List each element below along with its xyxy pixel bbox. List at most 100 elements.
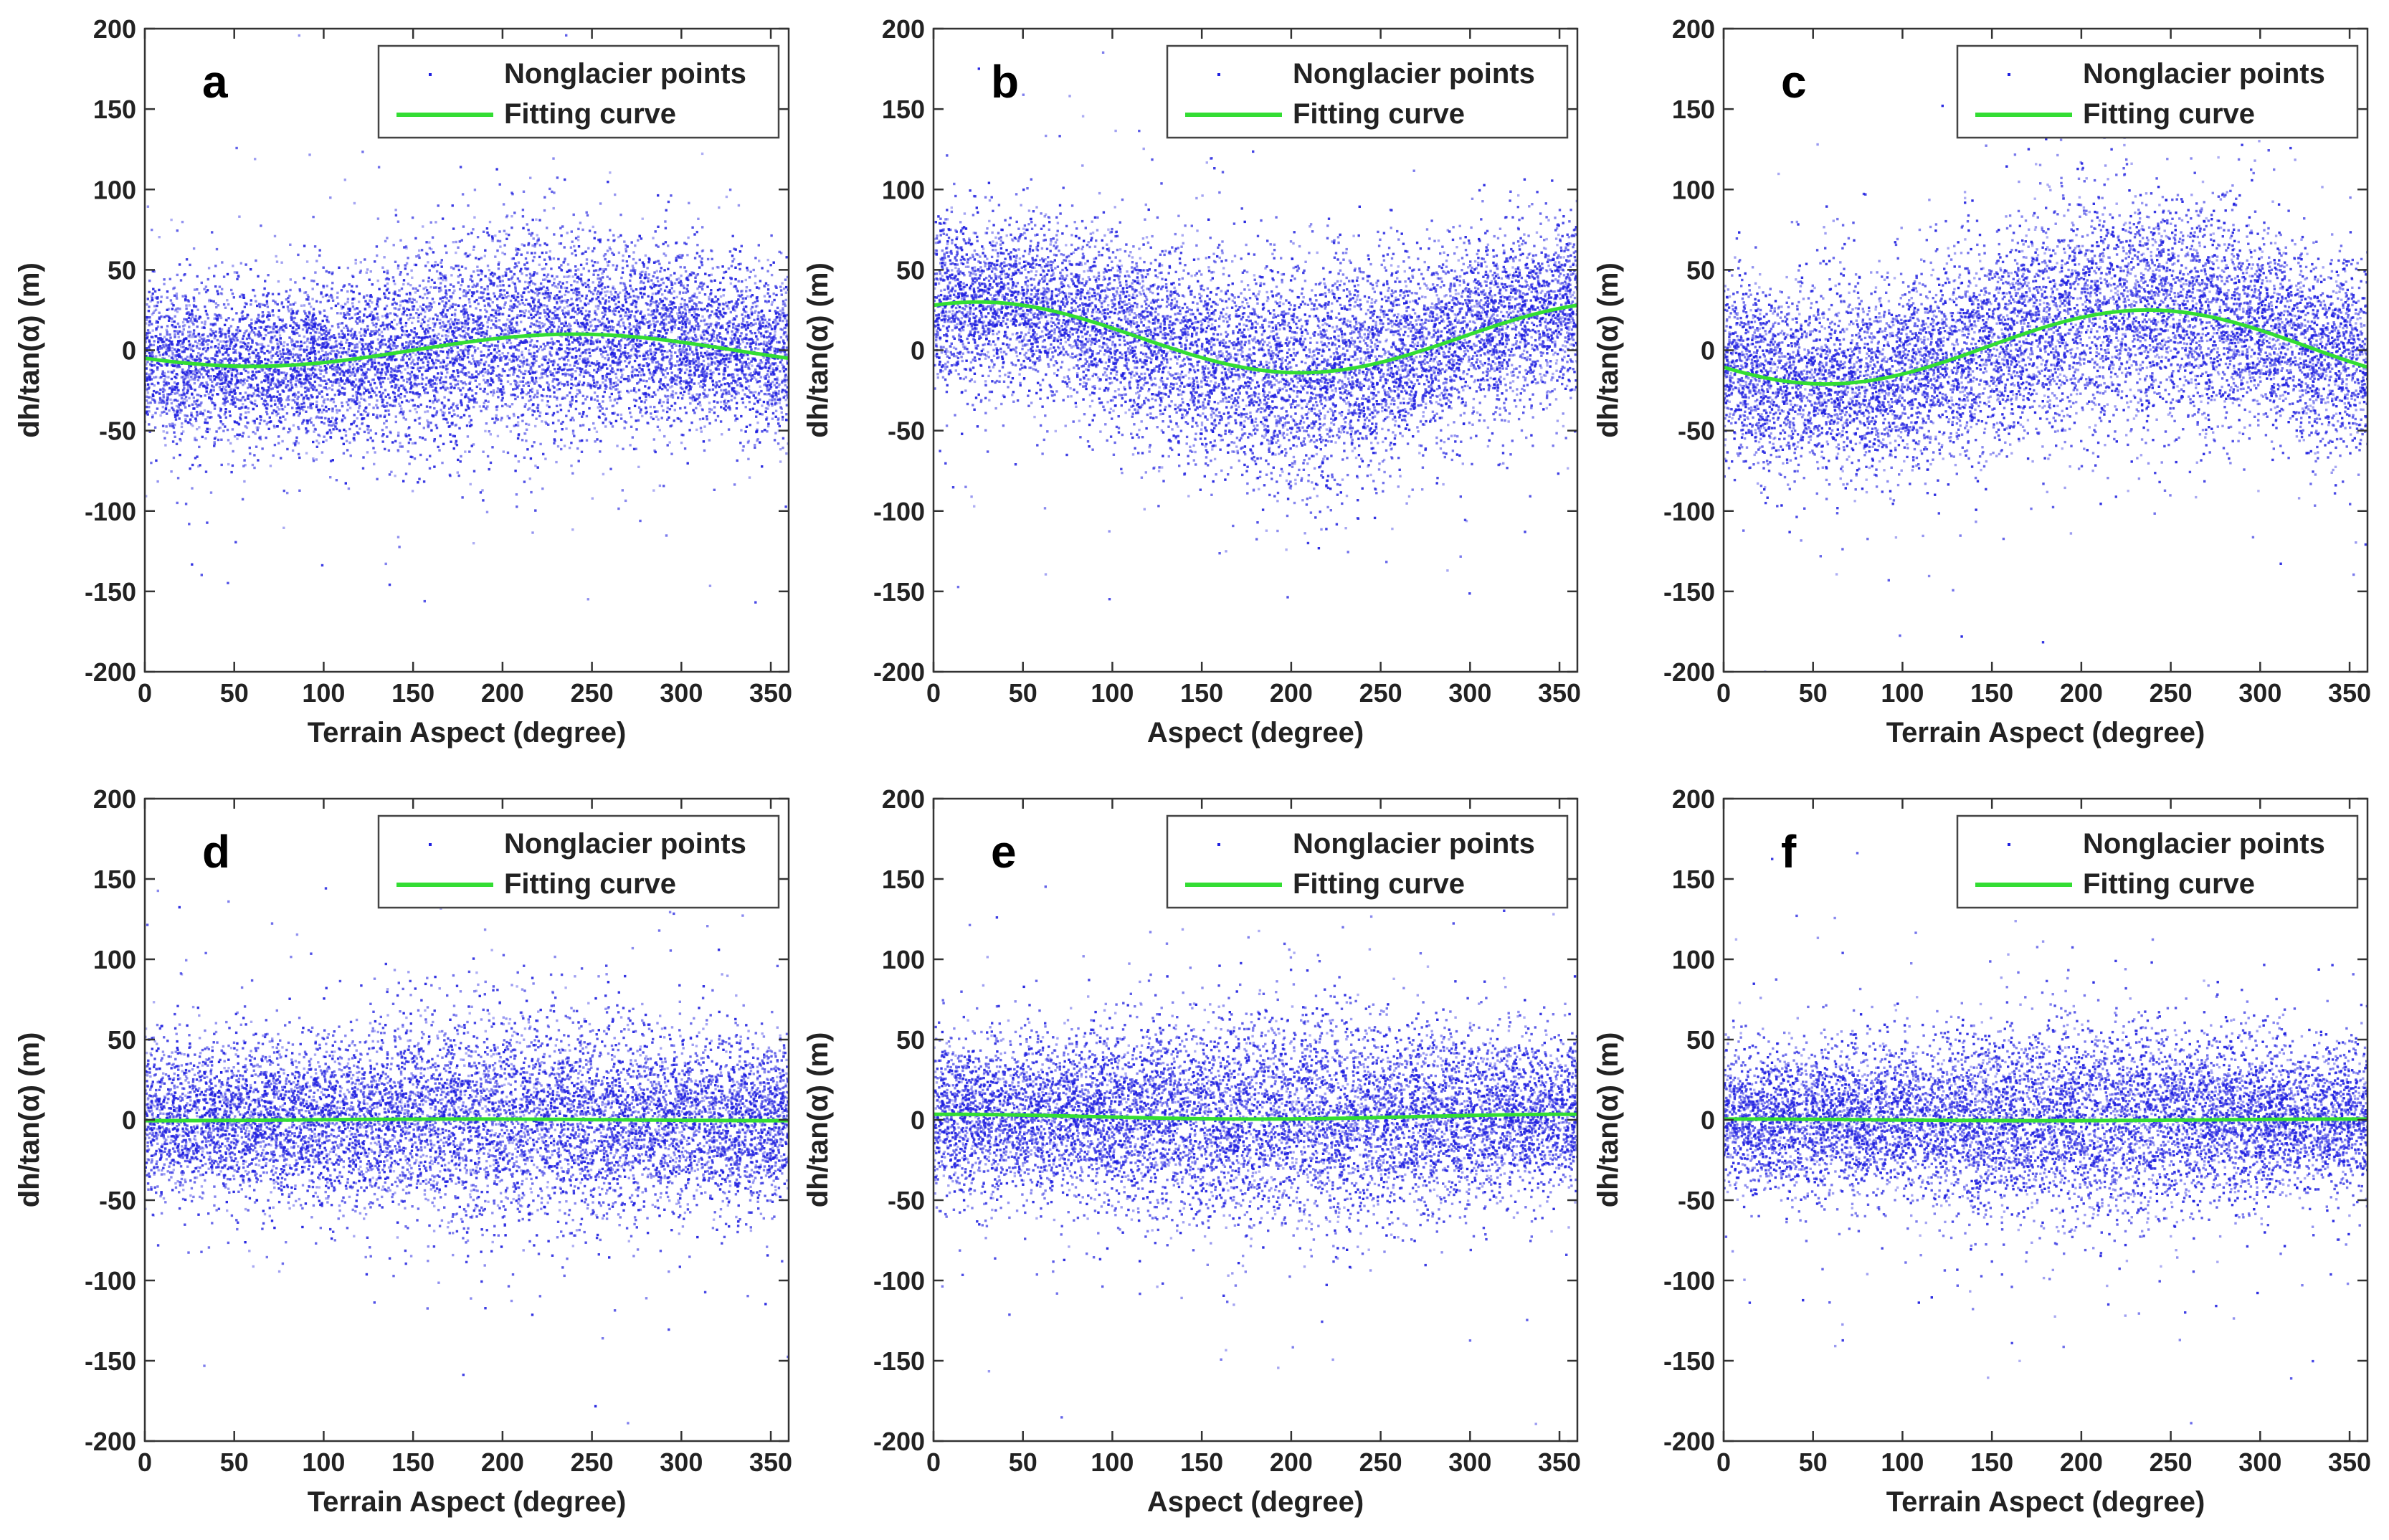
data-point: [344, 434, 348, 437]
data-point: [402, 307, 405, 310]
data-point: [776, 348, 779, 351]
data-point: [437, 354, 440, 357]
data-point: [339, 355, 343, 358]
data-point: [324, 335, 327, 338]
data-point: [510, 277, 513, 280]
data-point: [384, 323, 387, 327]
data-point: [294, 383, 298, 386]
data-point: [151, 336, 154, 339]
data-point: [251, 463, 255, 467]
data-point: [546, 292, 550, 295]
data-point: [148, 279, 151, 282]
data-point: [153, 270, 156, 273]
data-point: [232, 265, 234, 267]
data-point: [509, 430, 512, 433]
data-point: [643, 401, 646, 404]
data-point: [628, 360, 632, 363]
data-point: [650, 287, 653, 290]
data-point: [592, 376, 595, 379]
data-point: [519, 339, 522, 343]
data-point: [153, 309, 156, 313]
data-point: [527, 229, 530, 232]
data-point: [320, 291, 323, 294]
data-point: [358, 292, 361, 295]
data-point: [443, 304, 446, 307]
data-point: [470, 295, 474, 298]
data-point: [419, 366, 422, 369]
data-point: [407, 341, 411, 344]
data-point: [542, 285, 545, 288]
data-point: [578, 412, 581, 415]
data-point: [306, 389, 309, 392]
data-point: [264, 404, 267, 407]
data-point: [477, 273, 480, 277]
data-point: [784, 384, 787, 386]
data-point: [250, 377, 252, 380]
data-point: [285, 386, 288, 389]
data-point: [252, 430, 255, 434]
data-point: [763, 341, 766, 343]
data-point: [269, 340, 272, 343]
data-point: [280, 371, 283, 374]
data-point: [631, 265, 635, 267]
data-point: [247, 386, 250, 389]
data-point: [195, 375, 199, 378]
data-point: [613, 239, 616, 242]
data-point: [223, 404, 227, 407]
data-point: [701, 386, 704, 389]
data-point: [433, 264, 437, 267]
data-point: [246, 379, 249, 382]
data-point: [602, 363, 605, 366]
data-point: [619, 291, 622, 294]
data-point: [449, 338, 452, 341]
data-point: [569, 304, 571, 307]
data-point: [638, 343, 641, 346]
data-point: [432, 265, 435, 269]
data-point: [721, 433, 723, 436]
data-point: [177, 389, 180, 392]
data-point: [442, 320, 445, 324]
data-point: [179, 439, 182, 442]
data-point: [262, 402, 265, 406]
data-point: [318, 310, 321, 313]
data-point: [473, 216, 476, 219]
data-point: [474, 365, 478, 368]
data-point: [756, 380, 759, 384]
data-point: [690, 374, 693, 376]
data-point: [744, 346, 747, 348]
data-point: [227, 327, 231, 330]
data-point: [266, 421, 269, 424]
data-point: [448, 289, 451, 292]
data-point: [703, 425, 706, 428]
data-point: [325, 439, 328, 442]
data-point: [781, 363, 784, 366]
data-point: [358, 392, 361, 395]
data-point: [467, 313, 470, 317]
data-point: [445, 334, 447, 337]
data-point: [636, 323, 639, 326]
data-point: [390, 338, 393, 341]
data-point: [264, 362, 267, 366]
data-point: [445, 297, 448, 300]
data-point: [424, 332, 427, 335]
data-point: [486, 381, 490, 384]
data-point: [571, 372, 574, 376]
data-point: [445, 337, 448, 341]
data-point: [189, 354, 192, 358]
data-point: [422, 287, 425, 290]
data-point: [558, 357, 561, 361]
data-point: [369, 353, 371, 356]
data-point: [495, 419, 498, 422]
data-point: [731, 330, 733, 333]
data-point: [317, 351, 320, 353]
data-point: [422, 480, 426, 483]
data-point: [706, 257, 710, 261]
data-point: [432, 251, 435, 254]
data-point: [779, 289, 783, 292]
data-point: [330, 431, 333, 434]
data-point: [586, 342, 589, 345]
data-point: [557, 325, 561, 328]
data-point: [643, 285, 647, 289]
data-point: [342, 374, 345, 376]
data-point: [221, 287, 224, 291]
